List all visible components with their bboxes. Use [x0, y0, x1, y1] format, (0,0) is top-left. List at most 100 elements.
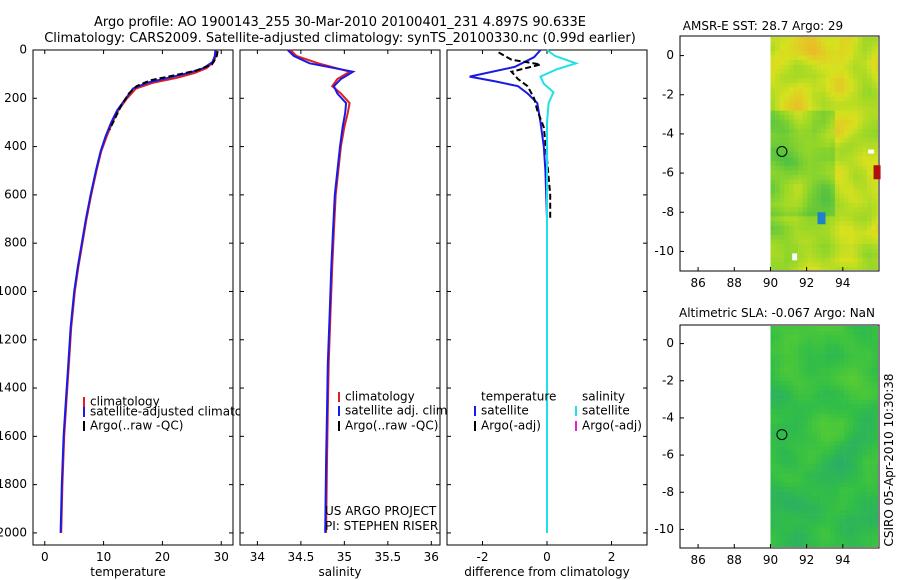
sla-map-cell [784, 413, 790, 419]
sst-map-cell [784, 92, 790, 98]
sla-map-cell [788, 367, 794, 373]
sla-map-cell [788, 385, 794, 391]
sst-map-cell [830, 124, 836, 130]
sla-map-cell [802, 505, 808, 511]
sst-map-cell [775, 161, 780, 167]
sla-map-cell [821, 482, 826, 488]
sst-map-cell [793, 78, 799, 84]
sst-map-cell [876, 234, 878, 240]
sla-map-cell [821, 404, 826, 410]
sst-map-cell [876, 50, 878, 56]
sst-map-cell [802, 87, 808, 93]
sla-map-cell [811, 381, 817, 387]
sst-map-cell [821, 124, 826, 130]
sst-map-cell [848, 119, 854, 125]
sst-map-cell [876, 179, 878, 185]
sla-map-cell [775, 358, 780, 364]
sla-map-cell [802, 326, 808, 331]
sla-map-cell [853, 349, 859, 354]
sla-map-cell [871, 505, 877, 511]
sst-map-cell [793, 267, 799, 270]
sst-map-cell [802, 124, 808, 130]
sla-map-cell [770, 491, 776, 497]
sst-map-cell [848, 129, 854, 134]
sla-map-cell [876, 422, 878, 428]
sst-map-cell [802, 211, 808, 217]
sla-map-cell [811, 404, 817, 410]
sla-map-cell [816, 450, 822, 456]
sst-map-cell [788, 110, 794, 116]
sla-map-cell [807, 399, 813, 405]
sla-map-cell [807, 505, 813, 511]
sla-map-cell [853, 468, 859, 474]
sst-map-cell [853, 50, 859, 56]
sst-map-cell [793, 216, 799, 222]
temperature-ytick-label: 800 [4, 236, 27, 250]
sst-map-cell [834, 78, 840, 84]
sla-map-cell [834, 390, 840, 396]
sst-map-cell [862, 165, 868, 171]
sst-map-cell [802, 96, 808, 102]
sst-map-cell [770, 73, 776, 79]
sla-map-cell [798, 487, 803, 492]
sst-map-cell [770, 129, 776, 134]
sst-map-cell [811, 110, 817, 116]
sst-map-cell [876, 142, 878, 148]
sst-map-cell [770, 239, 776, 245]
sst-map-cell [802, 106, 808, 111]
sla-map-cell [793, 358, 799, 364]
sla-map-cell [871, 339, 877, 345]
sla-map-cell [788, 330, 794, 336]
sst-map-cell [816, 41, 822, 47]
sla-map-cell [867, 537, 872, 543]
sst-map-cell [844, 221, 849, 226]
sla-map-cell [793, 395, 799, 400]
sst-map-cell [853, 175, 859, 180]
sla-map-cell [770, 381, 776, 387]
sla-ytick-label: -10 [654, 522, 674, 536]
sst-map-cell [816, 83, 822, 88]
sla-map-cell [867, 487, 872, 492]
sst-map-cell [798, 83, 803, 88]
sst-map-cell [830, 106, 836, 111]
sla-map-cell [788, 505, 794, 511]
sst-map-cell [779, 193, 785, 199]
sst-map-cell [830, 248, 836, 254]
sst-map-cell [784, 193, 790, 199]
sst-map-cell [821, 225, 826, 231]
sst-map-cell [802, 152, 808, 157]
temperature-legend: climatology satellite-adjusted climatolo… [83, 395, 268, 433]
sst-map-cell [871, 55, 877, 61]
sst-map-cell [848, 96, 854, 102]
sla-map-cell [784, 487, 790, 492]
sst-map-cell [844, 239, 849, 245]
sla-map-cell [788, 381, 794, 387]
sla-map-cell [862, 445, 868, 451]
sla-map-cell [775, 326, 780, 331]
sla-map-cell [839, 399, 845, 405]
sst-map-cell [821, 92, 826, 98]
sst-map-cell [853, 129, 859, 134]
sla-map-cell [862, 441, 868, 446]
sla-map-cell [811, 505, 817, 511]
sst-map-cell [811, 41, 817, 47]
sst-map-cell [867, 96, 872, 102]
sla-map-cell [821, 431, 826, 437]
sst-map-cell [816, 69, 822, 75]
sst-map-cell [784, 156, 790, 162]
sst-map-cell [848, 244, 854, 249]
sst-map-cell [867, 119, 872, 125]
sla-map-cell [825, 473, 831, 479]
sst-map-cell [825, 73, 831, 79]
sla-map-cell [876, 395, 878, 400]
sst-map-cell [807, 221, 813, 226]
sst-map-cell [793, 64, 799, 70]
sst-map-cell [821, 234, 826, 240]
sst-map-cell [779, 161, 785, 167]
sst-map-cell [839, 147, 845, 153]
sst-map-cell [876, 46, 878, 52]
sla-map-cell [821, 399, 826, 405]
sla-map-cell [793, 445, 799, 451]
sst-map-cell [770, 179, 776, 185]
sla-map-cell [798, 349, 803, 354]
